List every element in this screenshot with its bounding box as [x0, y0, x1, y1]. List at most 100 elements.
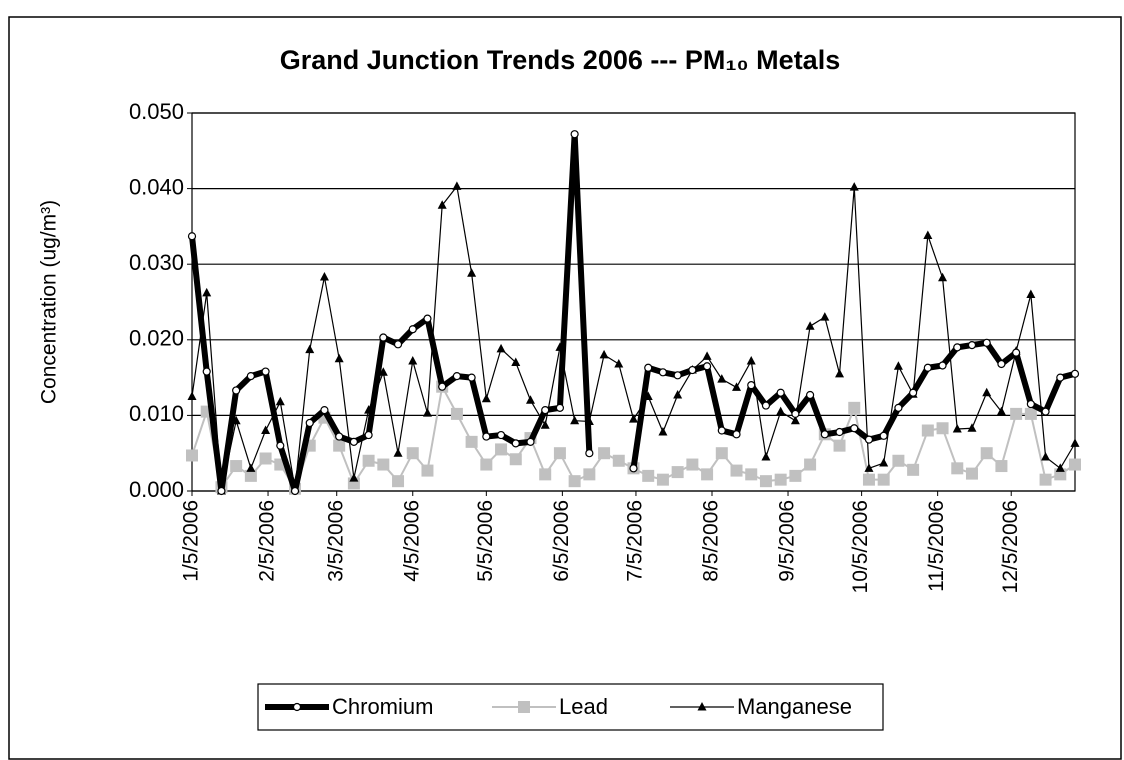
marker [776, 388, 785, 397]
marker [951, 462, 964, 475]
marker [408, 355, 418, 365]
marker [790, 415, 800, 425]
marker [997, 359, 1006, 369]
marker [629, 414, 638, 423]
marker [452, 181, 462, 190]
marker [862, 473, 875, 486]
marker [465, 435, 478, 448]
marker [761, 401, 771, 410]
y-tick-label: 0.050 [129, 99, 184, 124]
marker [658, 427, 668, 436]
marker [1039, 473, 1052, 486]
marker [232, 386, 241, 395]
marker [541, 406, 550, 415]
marker [467, 373, 476, 382]
marker [186, 449, 198, 462]
marker [671, 466, 684, 479]
marker [894, 403, 903, 412]
marker [805, 390, 815, 400]
marker [967, 340, 977, 350]
marker [805, 321, 815, 330]
marker [747, 381, 756, 390]
marker [583, 468, 596, 481]
marker [701, 468, 714, 481]
marker [379, 333, 388, 342]
marker [982, 387, 992, 397]
marker [877, 473, 890, 486]
marker [525, 395, 535, 404]
marker [585, 449, 594, 458]
marker [892, 454, 905, 467]
marker [804, 458, 817, 471]
marker [202, 367, 211, 376]
x-tick-label: 11/5/2006 [925, 500, 948, 592]
marker [614, 358, 624, 368]
y-tick-label: 0.000 [129, 477, 184, 502]
marker [1012, 348, 1021, 357]
marker [774, 473, 787, 486]
marker [953, 343, 962, 352]
marker [746, 355, 756, 365]
marker [511, 357, 521, 366]
marker [452, 371, 461, 381]
marker [967, 423, 977, 432]
marker [1070, 369, 1080, 378]
marker [1010, 407, 1023, 420]
marker [658, 368, 668, 377]
marker [437, 200, 447, 209]
marker [864, 435, 874, 444]
marker [438, 382, 447, 391]
marker [835, 427, 844, 437]
marker [938, 272, 948, 282]
marker [230, 460, 243, 473]
marker [495, 443, 508, 456]
marker [644, 363, 653, 372]
marker [421, 464, 434, 477]
marker [1041, 407, 1050, 416]
marker [334, 353, 344, 363]
marker [717, 374, 727, 383]
marker [496, 343, 506, 353]
marker [923, 230, 933, 239]
x-tick-label: 12/5/2006 [999, 500, 1022, 593]
marker [423, 314, 432, 323]
marker [996, 406, 1006, 416]
x-tick-label: 9/5/2006 [776, 500, 799, 582]
marker [717, 426, 726, 435]
x-tick-label: 6/5/2006 [550, 500, 573, 582]
y-tick-label: 0.030 [129, 250, 184, 275]
marker [715, 447, 728, 460]
marker [776, 406, 786, 416]
marker [820, 312, 830, 321]
y-tick-label: 0.010 [129, 401, 184, 426]
marker [921, 424, 934, 437]
marker [745, 468, 758, 481]
marker [333, 439, 346, 452]
marker [555, 403, 565, 412]
y-tick-label: 0.040 [129, 174, 184, 199]
marker [570, 130, 579, 139]
marker [364, 430, 373, 440]
marker [702, 362, 712, 371]
marker [965, 467, 978, 480]
plot-area [191, 112, 1076, 492]
marker [686, 458, 699, 471]
marker [480, 458, 493, 471]
marker [598, 447, 611, 460]
marker [482, 432, 491, 441]
legend-label: Chromium [332, 694, 433, 719]
marker [202, 287, 212, 297]
y-tick-label: 0.020 [129, 326, 184, 351]
marker [217, 486, 226, 496]
marker [378, 367, 388, 376]
marker [673, 389, 683, 399]
marker [936, 422, 949, 435]
marker [789, 469, 802, 482]
marker [995, 460, 1008, 473]
marker [909, 388, 918, 397]
legend-label: Manganese [737, 694, 852, 719]
marker [835, 368, 845, 378]
marker [1056, 373, 1065, 382]
